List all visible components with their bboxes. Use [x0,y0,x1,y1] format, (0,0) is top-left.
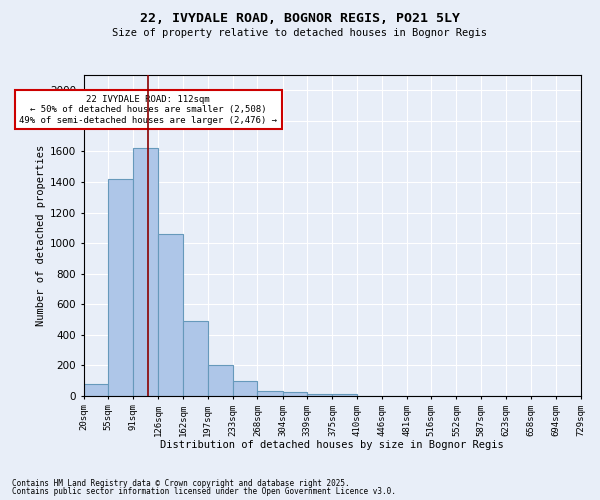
Bar [83,384,108,396]
Y-axis label: Number of detached properties: Number of detached properties [35,145,46,326]
Text: Contains public sector information licensed under the Open Government Licence v3: Contains public sector information licen… [12,487,396,496]
Bar [133,148,158,396]
Bar [108,179,133,396]
Text: 22, IVYDALE ROAD, BOGNOR REGIS, PO21 5LY: 22, IVYDALE ROAD, BOGNOR REGIS, PO21 5LY [140,12,460,26]
X-axis label: Distribution of detached houses by size in Bognor Regis: Distribution of detached houses by size … [160,440,504,450]
Bar [183,321,208,396]
Bar [283,392,307,396]
Bar [257,390,283,396]
Text: Contains HM Land Registry data © Crown copyright and database right 2025.: Contains HM Land Registry data © Crown c… [12,478,350,488]
Text: 22 IVYDALE ROAD: 112sqm
← 50% of detached houses are smaller (2,508)
49% of semi: 22 IVYDALE ROAD: 112sqm ← 50% of detache… [19,95,277,124]
Text: Size of property relative to detached houses in Bognor Regis: Size of property relative to detached ho… [113,28,487,38]
Bar [208,364,233,396]
Bar [233,380,257,396]
Bar [332,394,357,396]
Bar [158,234,183,396]
Bar [307,394,332,396]
